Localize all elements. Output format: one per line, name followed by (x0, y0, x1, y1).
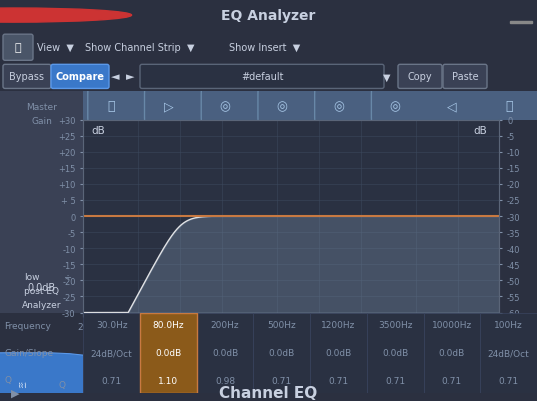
Text: 24dB/Oct: 24dB/Oct (91, 348, 133, 357)
Text: ◎: ◎ (390, 100, 401, 113)
Text: ⌒: ⌒ (505, 100, 512, 113)
Text: ▶: ▶ (11, 388, 19, 398)
Text: 0.0dB: 0.0dB (155, 348, 182, 357)
Bar (310, 313, 367, 393)
FancyBboxPatch shape (0, 353, 125, 401)
Text: 80.0Hz: 80.0Hz (153, 320, 184, 329)
Text: ⌒: ⌒ (108, 100, 115, 113)
Text: Show Insert  ▼: Show Insert ▼ (229, 43, 301, 53)
Text: Channel EQ: Channel EQ (220, 385, 317, 401)
Bar (510, 22, 532, 24)
FancyBboxPatch shape (0, 59, 154, 401)
Text: ◁: ◁ (447, 100, 457, 113)
Text: Q: Q (59, 380, 66, 389)
FancyBboxPatch shape (0, 50, 137, 401)
FancyBboxPatch shape (31, 39, 306, 174)
Text: Master: Master (26, 103, 57, 112)
FancyBboxPatch shape (3, 65, 51, 89)
FancyBboxPatch shape (258, 39, 533, 174)
Text: low: low (24, 272, 39, 281)
Bar (253, 313, 310, 393)
FancyBboxPatch shape (32, 141, 40, 207)
Text: ◄: ◄ (111, 72, 119, 82)
Text: 3500Hz: 3500Hz (378, 320, 412, 329)
Text: ⌇⌇⌇: ⌇⌇⌇ (18, 381, 28, 387)
Text: ◎: ◎ (333, 100, 344, 113)
FancyBboxPatch shape (372, 39, 537, 174)
FancyBboxPatch shape (0, 0, 127, 401)
Text: 0.98: 0.98 (215, 377, 235, 385)
Text: dB: dB (91, 126, 105, 136)
FancyBboxPatch shape (32, 136, 40, 280)
Text: 24dB/Oct: 24dB/Oct (488, 348, 529, 357)
Text: ◎: ◎ (277, 100, 287, 113)
FancyBboxPatch shape (140, 65, 384, 89)
FancyBboxPatch shape (315, 39, 537, 174)
Text: 0.0dB: 0.0dB (325, 348, 352, 357)
Text: 100Hz: 100Hz (494, 320, 523, 329)
Text: Paste: Paste (452, 72, 478, 82)
Text: ◎: ◎ (220, 100, 230, 113)
Text: ►: ► (126, 72, 134, 82)
Text: 0.0dB: 0.0dB (212, 348, 238, 357)
FancyBboxPatch shape (0, 79, 158, 401)
Text: post EQ: post EQ (24, 286, 59, 295)
FancyBboxPatch shape (88, 39, 362, 174)
Bar (197, 313, 253, 393)
Text: 🔒: 🔒 (14, 43, 21, 53)
FancyBboxPatch shape (201, 39, 476, 174)
Text: View  ▼: View ▼ (37, 43, 74, 53)
FancyBboxPatch shape (443, 65, 487, 89)
Circle shape (0, 9, 132, 23)
Text: #default: #default (241, 72, 283, 82)
Bar (367, 313, 424, 393)
FancyBboxPatch shape (398, 65, 442, 89)
Text: 0.0dB: 0.0dB (382, 348, 408, 357)
Bar (480, 313, 537, 393)
Text: Frequency: Frequency (4, 322, 51, 331)
Text: Gain/Slope: Gain/Slope (4, 348, 53, 357)
Text: 0.71: 0.71 (272, 377, 292, 385)
FancyBboxPatch shape (0, 64, 158, 401)
Text: 0.71: 0.71 (498, 377, 519, 385)
FancyBboxPatch shape (0, 39, 249, 174)
Text: Show Channel Strip  ▼: Show Channel Strip ▼ (85, 43, 195, 53)
Text: 1200Hz: 1200Hz (321, 320, 355, 329)
FancyBboxPatch shape (144, 39, 419, 174)
Text: 10000Hz: 10000Hz (432, 320, 472, 329)
FancyBboxPatch shape (3, 35, 33, 61)
Bar (140, 313, 197, 393)
Text: 0.71: 0.71 (385, 377, 405, 385)
Text: 0.71: 0.71 (101, 377, 122, 385)
Text: dB: dB (473, 126, 487, 136)
Text: EQ Analyzer: EQ Analyzer (221, 9, 316, 23)
FancyBboxPatch shape (51, 65, 109, 89)
Text: Gain: Gain (31, 116, 52, 126)
Text: Bypass: Bypass (10, 72, 45, 82)
Text: Q: Q (4, 375, 11, 384)
Text: Compare: Compare (55, 72, 105, 82)
Text: ▼: ▼ (383, 72, 391, 82)
Text: 200Hz: 200Hz (211, 320, 240, 329)
Text: ▷: ▷ (163, 100, 173, 113)
Bar (83, 313, 140, 393)
Text: 500Hz: 500Hz (267, 320, 296, 329)
Text: 1.10: 1.10 (158, 377, 178, 385)
Bar (424, 313, 480, 393)
Text: Copy: Copy (408, 72, 432, 82)
Text: 0.0dB: 0.0dB (268, 348, 295, 357)
Text: 0.0dB: 0.0dB (439, 348, 465, 357)
Text: 30.0Hz: 30.0Hz (96, 320, 127, 329)
Text: 0.71: 0.71 (329, 377, 349, 385)
Text: 0.71: 0.71 (442, 377, 462, 385)
Text: Analyzer: Analyzer (22, 301, 61, 310)
Text: 0.0dB: 0.0dB (27, 282, 56, 292)
Text: ÷: ÷ (64, 271, 72, 282)
